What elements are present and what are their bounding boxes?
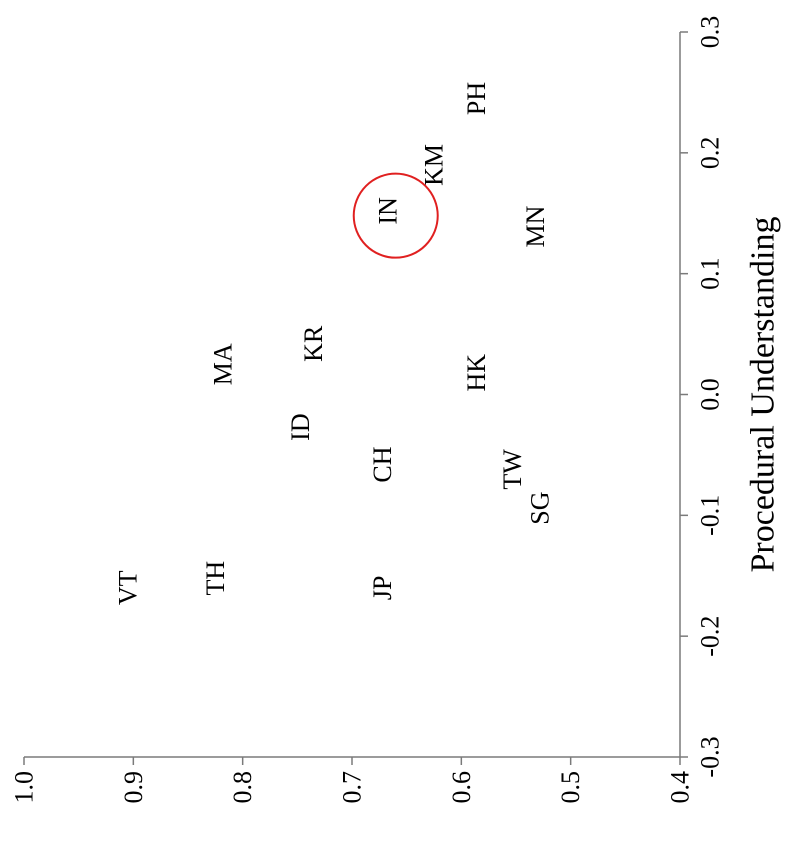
point-label-id: ID [286,413,315,440]
x-axis-ticks: -0.3 -0.2 -0.1 0.0 0.1 0.2 0.3 [680,16,725,778]
x-tick-label: 0.1 [696,257,725,290]
point-label-jp: JP [368,576,397,601]
point-label-hk: HK [462,354,491,392]
point-label-ph: PH [462,82,491,115]
y-tick-label: 0.8 [228,771,257,804]
point-label-vt: VT [113,570,142,605]
highlight-layer [352,172,439,259]
x-tick-label: -0.2 [696,616,725,657]
y-tick-label: 0.7 [338,771,367,804]
point-label-ch: CH [368,446,397,482]
point-label-mn: MN [521,205,550,247]
y-tick-label: 0.4 [666,771,695,804]
y-tick-label: 0.9 [119,771,148,804]
y-tick-label: 0.5 [556,771,585,804]
point-label-in: IN [374,197,403,225]
y-axis-ticks: 0.4 0.5 0.6 0.7 0.8 0.9 1.0 [10,757,695,804]
x-tick-label: -0.3 [696,736,725,777]
point-label-th: TH [201,561,230,596]
x-tick-label: 0.2 [696,137,725,170]
point-label-km: KM [420,144,449,186]
point-label-sg: SG [526,491,555,524]
point-label-kr: KR [299,325,328,362]
y-tick-label: 1.0 [10,771,39,804]
axes [24,32,681,758]
point-label-tw: TW [498,449,527,490]
highlight-circle [352,172,439,259]
x-tick-label: 0.0 [696,378,725,411]
y-tick-label: 0.6 [447,771,476,804]
x-tick-label: -0.1 [696,495,725,536]
x-axis-title: Procedural Understanding [745,217,782,573]
point-label-ma: MA [208,343,237,385]
x-tick-label: 0.3 [696,16,725,49]
